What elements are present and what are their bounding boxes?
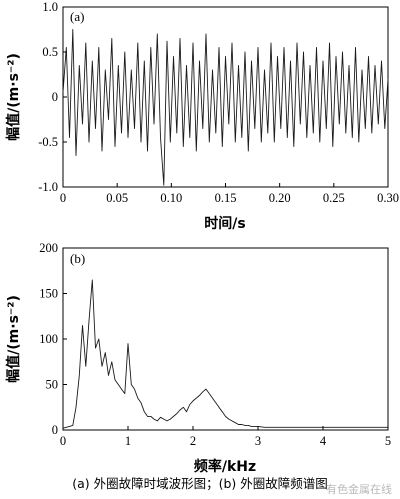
x-tick-label: 0 [60, 191, 66, 205]
x-axis-ticks-b: 0 1 2 3 4 5 [60, 426, 391, 448]
series-line-b [62, 279, 388, 429]
waveform-series [62, 29, 389, 186]
y-tick-label: 50 [46, 378, 59, 392]
series-line-a [62, 29, 389, 186]
x-tick-label: 0 [60, 434, 66, 448]
x-tick-label: 1 [125, 434, 131, 448]
spectrum-series [62, 279, 388, 429]
spectrum-panel: 0 1 2 3 4 5 200 150 100 50 0 (b) 频率/kHz 幅值/(m·s⁻²… [5, 241, 391, 475]
y-tick-label: 200 [39, 241, 58, 255]
plot-frame-a [62, 6, 389, 188]
y-tick-label: 1.0 [42, 0, 58, 14]
x-axis-title-b: 频率/kHz [194, 458, 256, 475]
y-tick-label: 0 [52, 423, 58, 437]
x-axis-ticks-a: 0 0.05 0.10 0.15 0.20 0.25 0.30 [60, 183, 399, 205]
x-tick-label: 0.10 [160, 191, 182, 205]
watermark: 有色金属在线 [326, 482, 392, 496]
plot-frame-b [62, 247, 389, 431]
x-tick-label: 4 [320, 434, 327, 448]
y-axis-ticks-b: 200 150 100 50 0 [39, 241, 67, 437]
x-tick-label: 3 [255, 434, 261, 448]
y-tick-label: 0.5 [42, 45, 58, 59]
x-tick-label: 0.20 [269, 191, 291, 205]
x-tick-label: 0.05 [106, 191, 128, 205]
panel-label-a: (a) [70, 9, 84, 24]
y-tick-label: -0.5 [38, 135, 58, 149]
y-axis-title-b: 幅值/(m·s⁻²) [5, 295, 22, 383]
x-tick-label: 0.30 [377, 191, 399, 205]
y-axis-title-a: 幅值/(m·s⁻²) [5, 53, 22, 141]
x-tick-label: 0.25 [323, 191, 345, 205]
y-tick-label: 100 [39, 332, 58, 346]
x-tick-label: 2 [190, 434, 196, 448]
figure-caption: (a) 外圈故障时域波形图；(b) 外圈故障频谱图 [72, 476, 328, 491]
y-tick-label: -1.0 [38, 180, 58, 194]
time-domain-panel: 0 0.05 0.10 0.15 0.20 0.25 0.30 1.0 0.5 0 -0.5 -1.… [5, 0, 399, 232]
panel-label-b: (b) [70, 251, 85, 266]
x-tick-label: 5 [385, 434, 391, 448]
y-tick-label: 150 [39, 287, 58, 301]
x-axis-title-a: 时间/s [204, 215, 245, 232]
y-axis-ticks-a: 1.0 0.5 0 -0.5 -1.0 [38, 0, 67, 194]
x-tick-label: 0.15 [215, 191, 237, 205]
y-tick-label: 0 [52, 90, 58, 104]
